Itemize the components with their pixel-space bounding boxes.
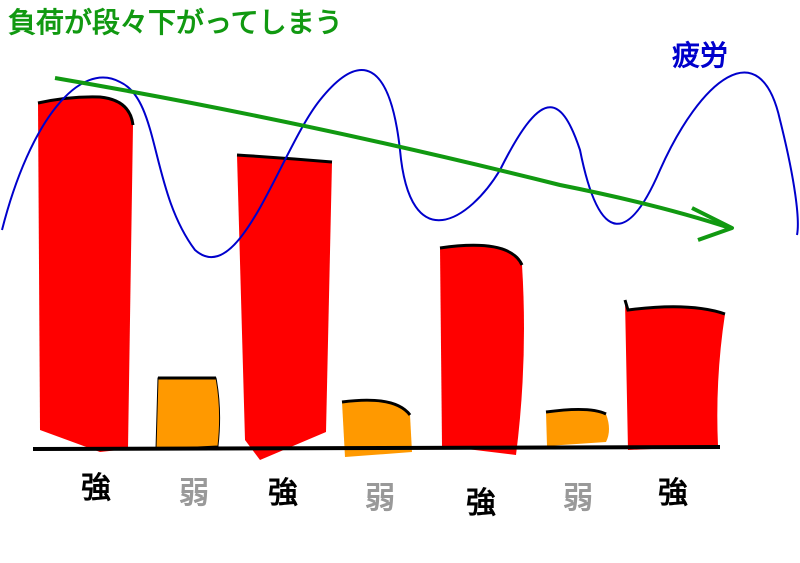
fatigue-wave bbox=[1, 69, 799, 259]
strong-bar bbox=[625, 300, 725, 450]
arrow-head bbox=[691, 206, 734, 242]
weak-bar bbox=[155, 377, 221, 450]
bar-label: 強 bbox=[268, 476, 298, 511]
fatigue-label: 疲労 bbox=[672, 39, 728, 72]
bar-label: 強 bbox=[466, 486, 496, 521]
bar-label: 弱 bbox=[365, 481, 395, 516]
bar-label: 強 bbox=[81, 471, 111, 506]
bar-top bbox=[341, 398, 412, 416]
weak-bar bbox=[342, 400, 412, 457]
load-trend bbox=[54, 76, 731, 230]
bar-label: 弱 bbox=[563, 481, 593, 516]
title: 負荷が段々下がってしまう bbox=[8, 6, 343, 39]
bar-top bbox=[37, 95, 135, 126]
strong-bar bbox=[237, 155, 332, 460]
baseline bbox=[32, 445, 721, 451]
bar-top bbox=[623, 299, 726, 316]
bar-top bbox=[545, 407, 607, 416]
bar-label: 弱 bbox=[179, 476, 209, 511]
strong-bar bbox=[440, 245, 524, 455]
bar-label: 強 bbox=[658, 476, 688, 511]
bar-top bbox=[439, 243, 524, 266]
strong-bar bbox=[38, 96, 133, 452]
weak-bar bbox=[546, 409, 609, 446]
